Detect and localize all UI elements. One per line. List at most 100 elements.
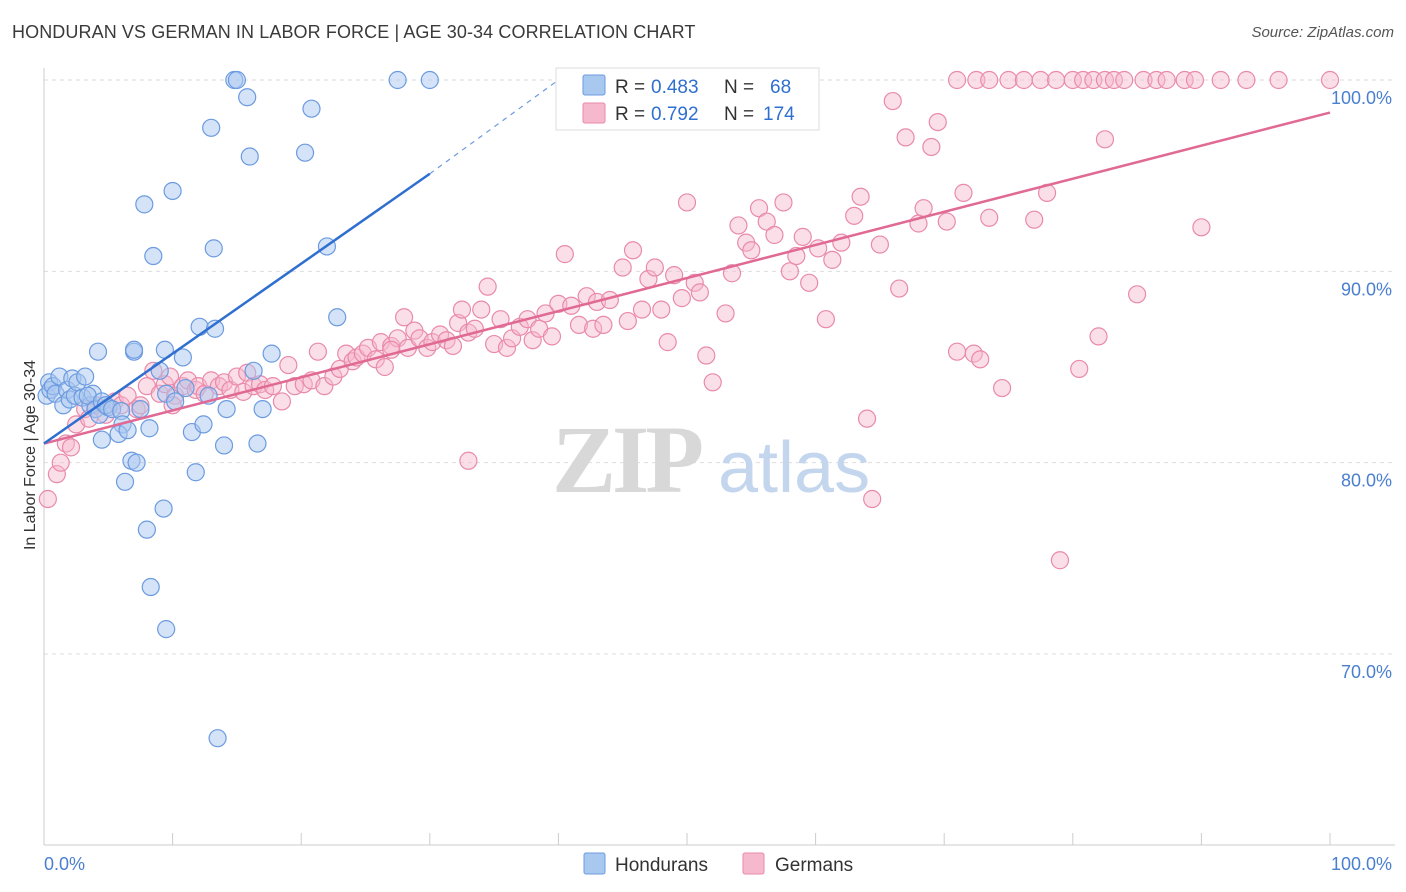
hondurans-point xyxy=(227,70,246,90)
legend-r-label-germans: R = xyxy=(615,104,645,125)
germans-point xyxy=(51,453,70,472)
germans-point xyxy=(1147,70,1166,90)
hondurans-point xyxy=(92,430,111,449)
germans-point xyxy=(569,315,589,335)
germans-point xyxy=(765,225,784,245)
germans-point xyxy=(971,350,990,369)
germans-point xyxy=(690,283,709,302)
hondurans-point xyxy=(194,415,213,434)
germans-point xyxy=(279,355,298,375)
hondurans-point xyxy=(420,70,439,90)
germans-point xyxy=(308,342,328,361)
germans-point xyxy=(1025,210,1044,229)
hondurans-point xyxy=(248,434,267,453)
legend-r-value-hondurans: 0.483 xyxy=(651,77,699,98)
hondurans-point xyxy=(240,147,259,166)
germans-point xyxy=(645,258,664,277)
hondurans-point xyxy=(124,340,144,359)
y-tick-label: 70.0% xyxy=(1341,662,1392,682)
germans-point xyxy=(623,241,643,260)
germans-point xyxy=(118,386,137,405)
legend-r-value-germans: 0.792 xyxy=(651,104,699,125)
germans-point xyxy=(478,277,497,296)
germans-point xyxy=(742,241,761,260)
hondurans-point xyxy=(115,472,135,491)
hondurans-point xyxy=(88,342,108,361)
hondurans-point xyxy=(176,378,195,398)
y-tick-label: 80.0% xyxy=(1341,471,1392,491)
hondurans-point xyxy=(238,88,257,107)
germans-point xyxy=(227,367,246,386)
germans-point xyxy=(1073,70,1093,90)
germans-point xyxy=(394,308,414,327)
bottom-legend-swatch-germans xyxy=(742,852,765,875)
germans-point xyxy=(1175,70,1194,90)
germans-point xyxy=(914,199,933,218)
germans-point xyxy=(652,300,671,319)
series-legend: Hondurans Germans xyxy=(583,852,853,876)
legend-swatch-hondurans xyxy=(582,74,606,96)
germans-point xyxy=(658,333,677,352)
germans-point xyxy=(497,338,517,357)
hondurans-point xyxy=(262,344,281,363)
germans-point xyxy=(774,193,793,212)
germans-point xyxy=(823,250,842,269)
source-label: Source: ZipAtlas.com xyxy=(1251,24,1394,41)
germans-point xyxy=(491,310,510,329)
hondurans-point xyxy=(76,367,95,386)
germans-point xyxy=(928,112,947,132)
germans-point xyxy=(1157,70,1176,90)
hondurans-point xyxy=(173,348,192,367)
germans-point xyxy=(632,300,652,319)
hondurans-point xyxy=(141,577,160,597)
legend-n-value-germans: 174 xyxy=(763,104,795,125)
germans-point xyxy=(697,346,716,365)
germans-point xyxy=(1104,70,1124,90)
hondurans-point xyxy=(328,308,347,327)
germans-point xyxy=(1185,70,1205,90)
germans-point xyxy=(1050,551,1070,570)
germans-point xyxy=(851,187,870,206)
germans-point xyxy=(1269,70,1288,90)
watermark-atlas: atlas xyxy=(718,428,870,508)
hondurans-point xyxy=(186,463,205,482)
germans-point xyxy=(618,311,637,331)
germans-point xyxy=(1089,327,1108,346)
hondurans-point xyxy=(302,99,321,118)
germans-point xyxy=(780,262,799,281)
germans-point xyxy=(542,327,562,346)
chart-title: HONDURAN VS GERMAN IN LABOR FORCE | AGE … xyxy=(12,22,696,42)
germans-point xyxy=(272,392,292,411)
hondurans-point xyxy=(253,399,272,419)
hondurans-point xyxy=(214,436,234,455)
hondurans-point xyxy=(244,361,263,380)
germans-point xyxy=(47,465,66,484)
bottom-legend-germans: Germans xyxy=(775,855,853,876)
legend-n-value-hondurans: 68 xyxy=(770,77,791,98)
germans-point xyxy=(594,315,613,335)
germans-point xyxy=(870,235,890,254)
y-tick-label: 100.0% xyxy=(1331,88,1392,108)
x-tick-label: 100.0% xyxy=(1331,854,1392,874)
germans-point xyxy=(677,193,697,212)
germans-point xyxy=(1095,130,1115,149)
hondurans-point xyxy=(131,399,150,419)
germans-point xyxy=(980,208,999,227)
germans-point xyxy=(1063,70,1082,90)
germans-point xyxy=(1320,70,1340,90)
germans-point xyxy=(896,128,915,147)
hondurans-point xyxy=(388,70,407,90)
germans-point xyxy=(722,264,742,283)
correlation-legend: R = 0.483 N = 68 R = 0.792 N = 174 xyxy=(555,67,820,131)
germans-point xyxy=(947,70,967,90)
hondurans-point xyxy=(204,239,223,258)
germans-point xyxy=(749,199,769,218)
germans-point xyxy=(800,273,819,292)
legend-swatch-germans xyxy=(582,102,606,124)
y-axis-label: In Labor Force | Age 30-34 xyxy=(22,360,39,550)
hondurans-point xyxy=(154,499,173,518)
hondurans-point xyxy=(135,195,154,214)
germans-point xyxy=(729,216,748,235)
germans-point xyxy=(845,206,864,225)
